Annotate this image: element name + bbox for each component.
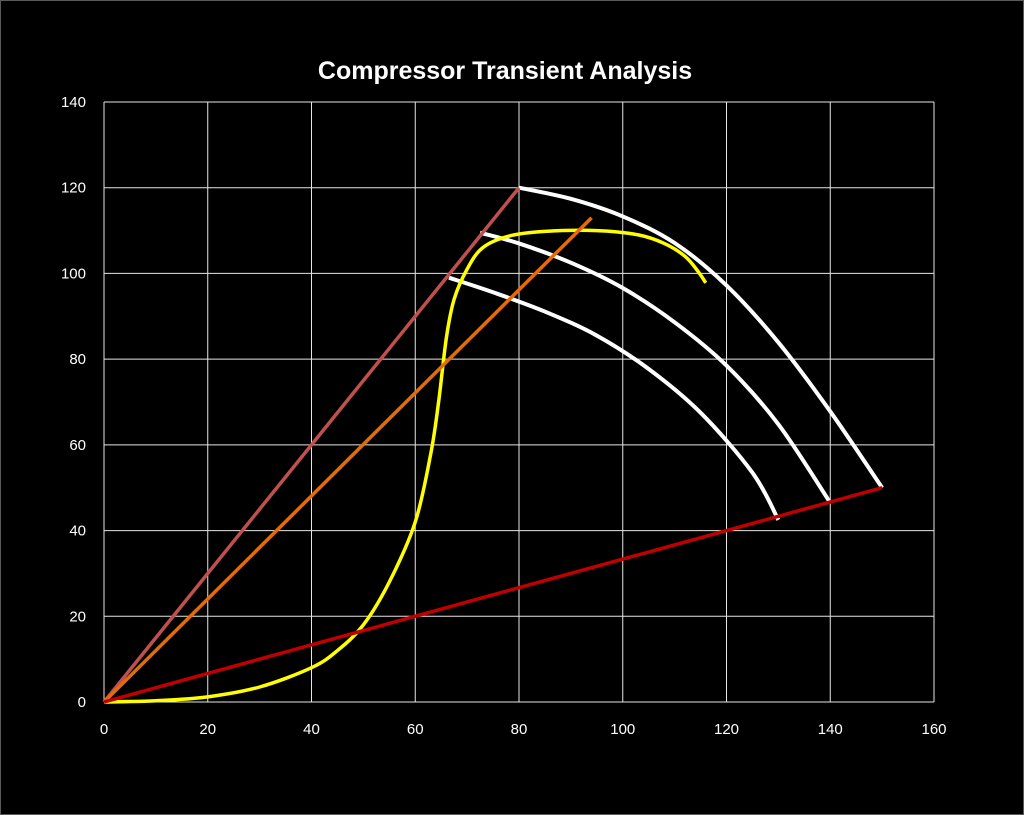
y-tick-label: 0 [78,694,86,711]
y-tick-label: 60 [69,437,86,454]
ray-series-6 [103,486,883,704]
y-tick-label: 80 [69,351,86,368]
x-tick-label: 100 [610,721,635,738]
speed-line-series-2 [448,275,781,521]
y-tick-label: 140 [61,94,86,111]
x-tick-label: 120 [714,721,739,738]
tick-labels: 0 20 40 60 80 100 120 140 160 0 20 40 60 80 100 120 140 [61,94,947,738]
ray-series-4 [102,186,521,704]
x-tick-label: 160 [921,721,946,738]
x-tick-label: 80 [511,721,528,738]
x-tick-label: 60 [407,721,424,738]
x-tick-label: 0 [100,721,108,738]
y-tick-label: 40 [69,523,86,540]
y-tick-label: 100 [61,265,86,282]
transient-path-series-3 [103,228,708,704]
x-tick-label: 40 [303,721,320,738]
x-tick-label: 140 [818,721,843,738]
ray-series-5 [102,216,593,704]
speed-line-series-1 [479,230,832,504]
y-tick-label: 120 [61,180,86,197]
y-tick-label: 20 [69,608,86,625]
grid-lines [103,101,935,703]
chart-title: Compressor Transient Analysis [318,57,692,85]
x-tick-label: 20 [199,721,216,738]
speed-line-series-0 [518,185,884,489]
series-lines [102,185,884,704]
